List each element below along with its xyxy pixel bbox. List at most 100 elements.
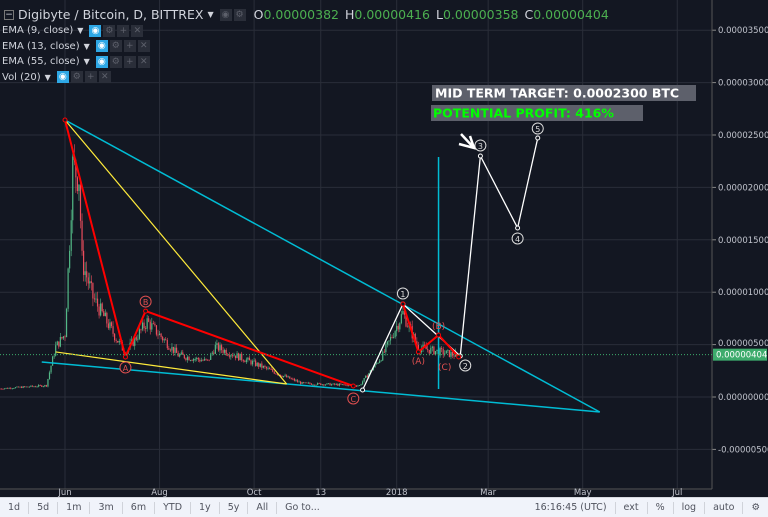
y-tick-label: 0.00003500	[718, 26, 768, 36]
range-button[interactable]: 1d	[0, 501, 30, 514]
candle-body	[194, 358, 196, 360]
x-tick-label: Jul	[671, 488, 682, 497]
gear-icon[interactable]: ⚙	[233, 8, 246, 21]
candle-body	[430, 347, 432, 354]
chevron-down-icon[interactable]: ▼	[83, 41, 90, 51]
candle-body	[61, 337, 63, 339]
candle-body	[391, 337, 393, 338]
plus-icon[interactable]: +	[123, 55, 136, 68]
option-log-button[interactable]: log	[672, 501, 704, 514]
candle-body	[138, 329, 140, 339]
candle-body	[255, 360, 257, 366]
gear-icon[interactable]: ⚙	[103, 24, 116, 37]
candle-body	[16, 386, 18, 388]
candle-body	[295, 380, 297, 382]
candle-body	[193, 358, 195, 361]
candle-body	[25, 386, 27, 388]
symbol-row: − Digibyte / Bitcoin, D, BITTREX ▼ ◉ ⚙ O0…	[2, 6, 615, 23]
chevron-down-icon[interactable]: ▼	[44, 72, 51, 82]
settings-gear-icon[interactable]: ⚙	[742, 501, 768, 514]
range-button[interactable]: Go to...	[285, 501, 320, 513]
eye-icon[interactable]: ◉	[95, 40, 108, 53]
indicator-label[interactable]: EMA (55, close)	[2, 56, 80, 68]
range-button[interactable]: 5y	[220, 501, 249, 514]
time-axis[interactable]: Jun Aug Oct 13 2018 Mar May Jul	[0, 488, 712, 497]
x-tick-label: 2018	[386, 488, 408, 497]
candle-body	[397, 325, 399, 330]
range-button[interactable]: 1y	[191, 501, 220, 514]
range-button[interactable]: YTD	[155, 501, 192, 514]
symbol-title[interactable]: Digibyte / Bitcoin, D, BITTREX	[18, 7, 204, 22]
option-auto-button[interactable]: auto	[704, 501, 742, 514]
anchor-point	[122, 354, 128, 360]
close-icon[interactable]: ✕	[131, 24, 144, 37]
option-ext-button[interactable]: ext	[614, 501, 647, 514]
plus-icon[interactable]: +	[84, 71, 97, 84]
eye-icon[interactable]: ◉	[95, 55, 108, 68]
candle-body	[417, 344, 419, 351]
yellow-line-upper	[64, 119, 288, 385]
gear-icon[interactable]: ⚙	[70, 71, 83, 84]
candle-body	[90, 281, 92, 283]
collapse-icon[interactable]: −	[4, 9, 14, 20]
close-icon[interactable]: ✕	[137, 40, 150, 53]
candle-body	[84, 271, 86, 275]
candle-body	[140, 329, 142, 331]
chevron-down-icon[interactable]: ▼	[77, 26, 84, 36]
gear-icon[interactable]: ⚙	[109, 40, 122, 53]
price-axis[interactable]: 0.00003500 0.00003000 0.00002500 0.00002000…	[0, 0, 768, 489]
candle-body	[107, 323, 109, 329]
candle-body	[241, 353, 243, 360]
candle-body	[114, 333, 116, 341]
candle-body	[48, 372, 51, 380]
indicator-label[interactable]: EMA (9, close)	[2, 25, 74, 37]
close-icon[interactable]: ✕	[98, 71, 111, 84]
range-button[interactable]: 1m	[58, 501, 91, 514]
close-icon[interactable]: ✕	[137, 55, 150, 68]
eye-icon[interactable]: ◉	[89, 24, 102, 37]
plus-icon[interactable]: +	[123, 40, 136, 53]
candle-body	[22, 386, 24, 388]
eye-icon[interactable]: ◉	[219, 8, 232, 21]
wave-label-circle	[347, 392, 360, 405]
x-tick-label: Jun	[57, 488, 71, 497]
candle-body	[103, 311, 105, 317]
candle-body	[64, 336, 66, 338]
candle-body	[447, 350, 449, 351]
range-button[interactable]: 3m	[90, 501, 123, 514]
candle-body	[273, 371, 275, 374]
range-button[interactable]: All	[248, 501, 278, 514]
candle-body	[55, 345, 57, 356]
candle-body	[441, 348, 443, 350]
candle-body	[115, 340, 117, 341]
indicator-label[interactable]: EMA (13, close)	[2, 40, 80, 52]
text-annotations: MID TERM TARGET: 0.0002300 BTC POTENTIAL…	[431, 85, 696, 121]
candle-body	[222, 350, 224, 353]
candle-body	[312, 384, 314, 386]
candle-body	[199, 359, 201, 362]
candle-body	[334, 383, 336, 385]
wave-label: (B)	[432, 322, 445, 332]
eye-icon[interactable]: ◉	[56, 71, 69, 84]
chevron-down-icon[interactable]: ▼	[207, 10, 214, 19]
candle-body	[431, 346, 433, 348]
y-tick-label: 0.00003000	[718, 79, 768, 89]
y-tick-label: 0.00002500	[718, 131, 768, 141]
plus-icon[interactable]: +	[117, 24, 130, 37]
gear-icon[interactable]: ⚙	[109, 55, 122, 68]
anchor-point	[515, 225, 521, 231]
candle-body	[176, 347, 178, 353]
candle-body	[89, 281, 91, 284]
candle-body	[428, 349, 430, 354]
wave-label: A	[123, 364, 129, 373]
candle-body	[11, 388, 13, 390]
chevron-down-icon[interactable]: ▼	[83, 57, 90, 67]
option-percent-button[interactable]: %	[646, 501, 673, 514]
candle-body	[17, 386, 20, 388]
red-correction-wave	[401, 303, 460, 358]
range-button[interactable]: 5d	[29, 501, 59, 514]
indicator-label[interactable]: Vol (20)	[2, 71, 41, 83]
range-button[interactable]: 6m	[123, 501, 156, 514]
candle-body	[230, 355, 232, 357]
